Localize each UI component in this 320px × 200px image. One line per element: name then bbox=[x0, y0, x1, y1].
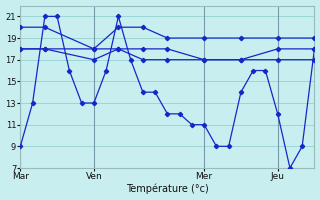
X-axis label: Température (°c): Température (°c) bbox=[126, 184, 209, 194]
